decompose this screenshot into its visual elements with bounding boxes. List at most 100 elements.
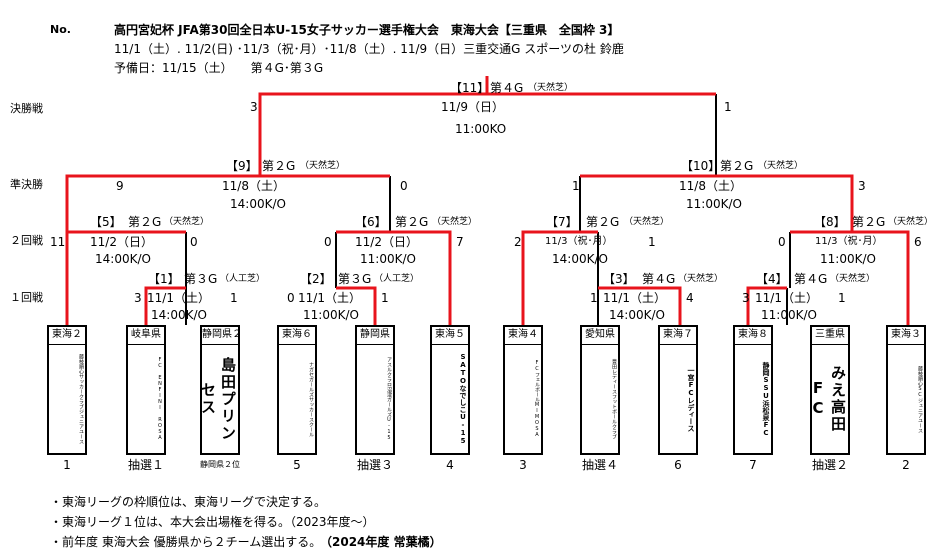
team-slot-8: 愛知県 豊田レディースフットボールクラブ xyxy=(580,325,620,455)
team-header: 三重県 xyxy=(812,327,848,345)
match-3-score-right: 4 xyxy=(686,291,694,305)
match-8-date: 11/3（祝･月） xyxy=(815,236,883,247)
loser-lines xyxy=(185,94,791,325)
match-2-time: 11:00K/O xyxy=(303,308,359,322)
team-seed: 1 xyxy=(63,458,71,472)
match-6-score-left: 0 xyxy=(324,235,332,249)
match-4-number: 【4】 xyxy=(756,272,788,286)
match-5-venue: 第２G xyxy=(128,215,162,229)
match-11-venue: 第４G xyxy=(490,81,524,95)
team-slot-1: 東海２ 藤枝順心サッカークラブジュニアユース xyxy=(47,325,87,455)
match-7-time: 14:00K/O xyxy=(552,252,608,266)
match-1-score-left: 3 xyxy=(134,291,142,305)
team-name: アスルクラロ沼津ガールズU-15 xyxy=(386,357,392,441)
team-name: 一宮FCレディース xyxy=(687,366,695,432)
team-header: 東海２ xyxy=(49,327,85,345)
match-4-surface: （天然芝） xyxy=(830,274,876,284)
match-3-time: 14:00K/O xyxy=(609,308,665,322)
match-3-score-left: 1 xyxy=(590,291,598,305)
match-11-surface: （天然芝） xyxy=(528,83,574,93)
match-9-time: 14:00K/O xyxy=(230,197,286,211)
match-9-score-left: 9 xyxy=(116,179,124,193)
team-name: みえ高田FC xyxy=(812,365,847,433)
match-4-score-left: 3 xyxy=(742,291,750,305)
match-8-score-right: 6 xyxy=(914,235,922,249)
match-10-date: 11/8（土） xyxy=(679,179,742,193)
match-10-score-right: 3 xyxy=(858,179,866,193)
match-5-number: 【5】 xyxy=(90,215,122,229)
team-seed: 4 xyxy=(446,458,454,472)
match-4-score-right: 1 xyxy=(838,291,846,305)
match-7-surface: （天然芝） xyxy=(624,217,670,227)
match-4-venue: 第４G xyxy=(794,272,828,286)
team-name: FCフェルボールMIMOSA xyxy=(534,360,540,438)
round-label-final: 決勝戦 xyxy=(10,102,43,115)
team-name: 藤枝順心サッカークラブジュニアユース xyxy=(78,354,84,444)
match-11-number: 【11】 xyxy=(450,81,490,95)
match-7-score-left: 2 xyxy=(514,235,522,249)
team-header: 岐阜県 xyxy=(128,327,164,345)
match-7-number: 【7】 xyxy=(546,215,578,229)
team-slot-12: 東海３ 藤枝順心SCジュニアユース xyxy=(886,325,926,455)
match-6-number: 【6】 xyxy=(355,215,387,229)
match-6-time: 11:00K/O xyxy=(360,252,416,266)
match-8-surface: （天然芝） xyxy=(888,217,934,227)
match-2-surface: （人工芝） xyxy=(374,274,420,284)
team-header: 東海６ xyxy=(279,327,315,345)
match-1-time: 14:00K/O xyxy=(151,308,207,322)
team-header: 東海７ xyxy=(660,327,696,345)
team-seed: 2 xyxy=(902,458,910,472)
team-header: 静岡県２ xyxy=(202,327,238,345)
match-6-venue: 第２G xyxy=(395,215,429,229)
match-1-score-right: 1 xyxy=(230,291,238,305)
match-10-venue: 第２G xyxy=(720,159,754,173)
team-slot-6: 東海５ SATOなでしこU-15 xyxy=(430,325,470,455)
note-2: ・東海リーグ１位は、本大会出場権を得る。（2023年度～） xyxy=(50,515,375,529)
match-5-surface: （天然芝） xyxy=(164,217,210,227)
schedule-dates: 11/1（土）. 11/2(日) ･11/3（祝･月）･11/8（土）. 11/… xyxy=(114,42,624,56)
note-3-emphasis: （2024年度 常葉橘） xyxy=(320,535,442,549)
team-seed: 抽選１ xyxy=(127,458,164,472)
match-5-score-left: 11 xyxy=(50,235,66,249)
match-5-score-right: 0 xyxy=(190,235,198,249)
match-6-surface: （天然芝） xyxy=(432,217,478,227)
team-name: 豊田レディースフットボールクラブ xyxy=(611,359,617,439)
match-10-surface: （天然芝） xyxy=(758,161,804,171)
reserve-date: 予備日：11/15（土） 第４G･第３G xyxy=(114,61,324,75)
match-8-score-left: 0 xyxy=(778,235,786,249)
match-2-number: 【2】 xyxy=(300,272,332,286)
match-2-date: 11/1（土） xyxy=(298,291,361,305)
team-header: 愛知県 xyxy=(582,327,618,345)
team-header: 東海４ xyxy=(505,327,541,345)
page-title: 高円宮妃杯 JFA第30回全日本U-15女子サッカー選手権大会 東海大会【三重県… xyxy=(114,23,620,37)
match-2-score-left: 0 xyxy=(287,291,295,305)
team-slot-4: 東海６ ナガセガールズサッカースクール xyxy=(277,325,317,455)
team-name: 藤枝順心SCジュニアユース xyxy=(917,365,923,433)
team-seed: 5 xyxy=(293,458,301,472)
match-8-number: 【8】 xyxy=(814,215,846,229)
team-slot-3: 静岡県２ 島田プリンセス xyxy=(200,325,240,455)
match-1-venue: 第３G xyxy=(184,272,218,286)
team-slot-10: 東海８ 静岡SSU浜松泉FC xyxy=(733,325,773,455)
team-seed: 7 xyxy=(749,458,757,472)
match-7-venue: 第２G xyxy=(586,215,620,229)
match-6-date: 11/2（日） xyxy=(355,235,418,249)
round-label-r2: ２回戦 xyxy=(10,234,43,247)
match-9-date: 11/8（土） xyxy=(222,179,285,193)
match-3-date: 11/1（土） xyxy=(603,291,666,305)
note-1: ・東海リーグの枠順位は、東海リーグで決定する。 xyxy=(50,495,327,509)
match-8-venue: 第２G xyxy=(852,215,886,229)
no-label: No. xyxy=(50,23,71,36)
match-1-number: 【1】 xyxy=(148,272,180,286)
match-10-time: 11:00K/O xyxy=(686,197,742,211)
team-name: 静岡SSU浜松泉FC xyxy=(762,361,770,437)
match-6-score-right: 7 xyxy=(456,235,464,249)
match-3-surface: （天然芝） xyxy=(678,274,724,284)
match-4-date: 11/1（土） xyxy=(755,291,818,305)
winner-lines xyxy=(65,76,910,325)
team-header: 東海３ xyxy=(888,327,924,345)
team-seed: 抽選３ xyxy=(356,458,393,472)
team-name: FC ENFINI ROSA xyxy=(157,357,163,441)
team-seed: 抽選４ xyxy=(581,458,618,472)
